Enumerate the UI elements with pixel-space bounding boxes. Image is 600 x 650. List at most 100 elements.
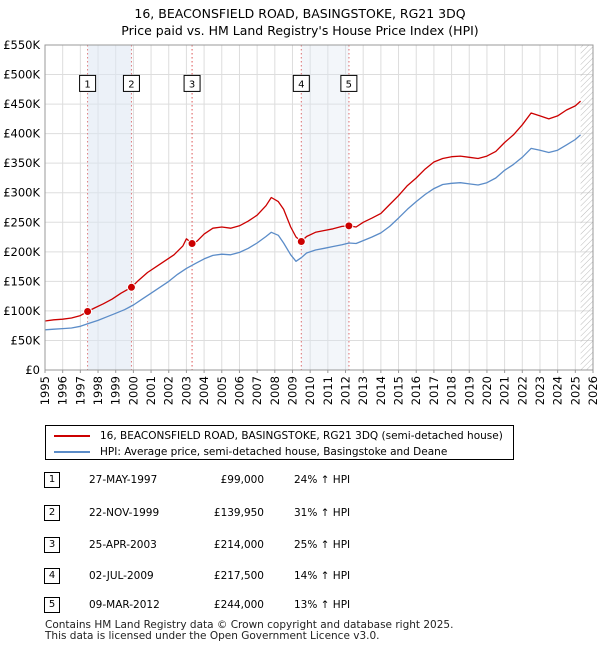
x-tick-label: 2011 (321, 376, 335, 405)
legend-label-hpi: HPI: Average price, semi-detached house,… (100, 446, 448, 458)
sale-number-badge: 3 (44, 537, 60, 553)
x-tick-label: 2016 (409, 376, 423, 405)
sale-date: 02-JUL-2009 (89, 570, 154, 582)
x-tick-label: 2025 (568, 376, 582, 405)
sale-point (187, 239, 197, 249)
sale-hpi-change: 13% ↑ HPI (294, 599, 351, 611)
x-tick-label: 2020 (480, 376, 494, 405)
sale-marker-box (79, 74, 97, 92)
x-tick-label: 1996 (56, 376, 70, 405)
sale-number-badge: 5 (44, 597, 60, 613)
y-tick-label: £100K (3, 304, 40, 318)
x-tick-label: 2000 (126, 376, 140, 405)
sale-row: 1 27-MAY-1997 £99,000 24% ↑ HPI (44, 472, 424, 490)
footer-copyright: Contains HM Land Registry data © Crown c… (45, 619, 454, 631)
sale-point (83, 307, 93, 316)
x-tick-label: 2024 (551, 376, 565, 405)
x-tick-label: 2006 (232, 376, 246, 405)
x-tick-label: 1999 (109, 376, 123, 405)
sale-price: £217,500 (213, 570, 264, 582)
sale-marker-box (292, 74, 310, 92)
y-tick-label: £350K (3, 156, 40, 170)
sale-marker-label: 2 (128, 79, 134, 90)
legend-item-price-paid: 16, BEACONSFIELD ROAD, BASINGSTOKE, RG21… (54, 428, 503, 444)
x-tick-label: 2007 (250, 376, 264, 405)
footer: Contains HM Land Registry data © Crown c… (45, 620, 453, 642)
x-tick-label: 1995 (38, 376, 52, 405)
sale-hpi-change: 24% ↑ HPI (294, 474, 351, 486)
sale-marker-label: 5 (346, 79, 352, 90)
x-tick-label: 2017 (427, 376, 441, 405)
x-tick-label: 2019 (462, 376, 476, 405)
x-tick-label: 2005 (215, 376, 229, 405)
x-tick-label: 2012 (339, 376, 353, 405)
y-tick-label: £0 (25, 363, 40, 377)
sale-date: 27-MAY-1997 (89, 474, 158, 486)
sale-price: £244,000 (213, 599, 264, 611)
sale-price: £139,950 (213, 507, 264, 519)
legend-swatch-price-paid (54, 435, 90, 437)
sale-date: 22-NOV-1999 (89, 507, 160, 519)
forecast-hatch-region (580, 45, 593, 370)
sale-number-badge: 2 (44, 505, 60, 521)
legend-item-hpi: HPI: Average price, semi-detached house,… (54, 444, 447, 460)
sale-number-badge: 4 (44, 568, 60, 584)
legend-label-price-paid: 16, BEACONSFIELD ROAD, BASINGSTOKE, RG21… (100, 430, 503, 442)
x-tick-label: 1997 (73, 376, 87, 405)
y-tick-label: £300K (3, 186, 40, 200)
x-tick-label: 2018 (445, 376, 459, 405)
sale-row: 5 09-MAR-2012 £244,000 13% ↑ HPI (44, 597, 424, 615)
sale-row: 3 25-APR-2003 £214,000 25% ↑ HPI (44, 537, 424, 555)
sale-marker-label: 4 (298, 79, 304, 90)
x-tick-label: 2001 (144, 376, 158, 405)
sale-marker-box (340, 74, 358, 92)
y-tick-label: £150K (3, 274, 40, 288)
hpi-series-line (44, 134, 582, 331)
sale-hpi-change: 14% ↑ HPI (294, 570, 351, 582)
sale-point (126, 282, 136, 292)
y-tick-label: £400K (3, 127, 40, 141)
x-tick-label: 2003 (179, 376, 193, 405)
x-tick-label: 2009 (285, 376, 299, 405)
sale-hpi-change: 31% ↑ HPI (294, 507, 351, 519)
sale-row: 4 02-JUL-2009 £217,500 14% ↑ HPI (44, 568, 424, 586)
x-tick-label: 2023 (533, 376, 547, 405)
y-tick-label: £250K (3, 215, 40, 229)
y-tick-label: £450K (3, 97, 40, 111)
y-tick-label: £50K (11, 333, 41, 347)
footer-licence: This data is licensed under the Open Gov… (45, 630, 380, 642)
legend: 16, BEACONSFIELD ROAD, BASINGSTOKE, RG21… (45, 425, 514, 460)
sale-marker-label: 3 (189, 79, 195, 90)
x-tick-label: 2021 (498, 376, 512, 405)
x-tick-label: 2022 (515, 376, 529, 405)
sale-point (344, 221, 354, 231)
sale-period-band (301, 45, 349, 370)
x-tick-label: 2026 (586, 376, 600, 405)
x-tick-label: 1998 (91, 376, 105, 405)
chart-subtitle: Price paid vs. HM Land Registry's House … (121, 23, 479, 38)
chart-area: 1 2 3 4 5 £0 £50K £100K £150K £200K £250K £300K £35… (3, 38, 600, 405)
sale-date: 09-MAR-2012 (89, 599, 160, 611)
sale-hpi-change: 25% ↑ HPI (294, 539, 351, 551)
y-tick-label: £200K (3, 245, 40, 259)
sale-price: £99,000 (220, 474, 264, 486)
y-tick-label: £500K (3, 68, 40, 82)
legend-swatch-hpi (54, 451, 90, 453)
x-tick-label: 2015 (392, 376, 406, 405)
x-tick-label: 2008 (268, 376, 282, 405)
x-tick-label: 2014 (374, 376, 388, 405)
x-tick-label: 2010 (303, 376, 317, 405)
sale-number-badge: 1 (44, 472, 60, 488)
sale-price: £214,000 (213, 539, 264, 551)
sale-marker-box (183, 74, 201, 92)
x-tick-label: 2004 (197, 376, 211, 405)
sale-marker-label: 1 (84, 79, 90, 90)
sale-point (296, 236, 306, 246)
x-tick-label: 2013 (356, 376, 370, 405)
sale-row: 2 22-NOV-1999 £139,950 31% ↑ HPI (44, 505, 424, 523)
sale-date: 25-APR-2003 (89, 539, 157, 551)
sale-marker-box (122, 74, 140, 92)
x-tick-label: 2002 (162, 376, 176, 405)
y-tick-label: £550K (3, 38, 40, 52)
plot-background (44, 44, 594, 371)
